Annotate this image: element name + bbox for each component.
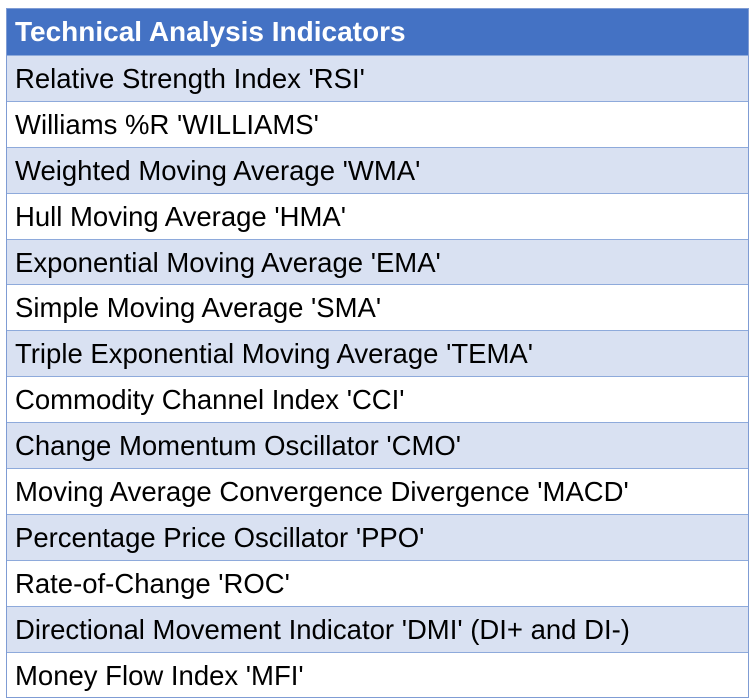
table-header: Technical Analysis Indicators (7, 9, 748, 55)
table-row: Exponential Moving Average 'EMA' (7, 238, 748, 285)
table-row: Weighted Moving Average 'WMA' (7, 146, 748, 193)
table-row: Percentage Price Oscillator 'PPO' (7, 513, 748, 560)
table-row: Triple Exponential Moving Average 'TEMA' (7, 330, 748, 377)
table-row: Hull Moving Average 'HMA' (7, 192, 748, 239)
table-row: Directional Movement Indicator 'DMI' (DI… (7, 605, 748, 652)
table-row: Rate-of-Change 'ROC' (7, 559, 748, 606)
table-row: Change Momentum Oscillator 'CMO' (7, 422, 748, 469)
indicators-table: Technical Analysis Indicators Relative S… (6, 8, 749, 698)
table-row: Commodity Channel Index 'CCI' (7, 376, 748, 423)
table-row: Williams %R 'WILLIAMS' (7, 100, 748, 147)
table-row: Money Flow Index 'MFI' (7, 651, 748, 698)
table-row: Moving Average Convergence Divergence 'M… (7, 468, 748, 514)
table-row: Relative Strength Index 'RSI' (7, 55, 748, 101)
table-row: Simple Moving Average 'SMA' (7, 284, 748, 331)
